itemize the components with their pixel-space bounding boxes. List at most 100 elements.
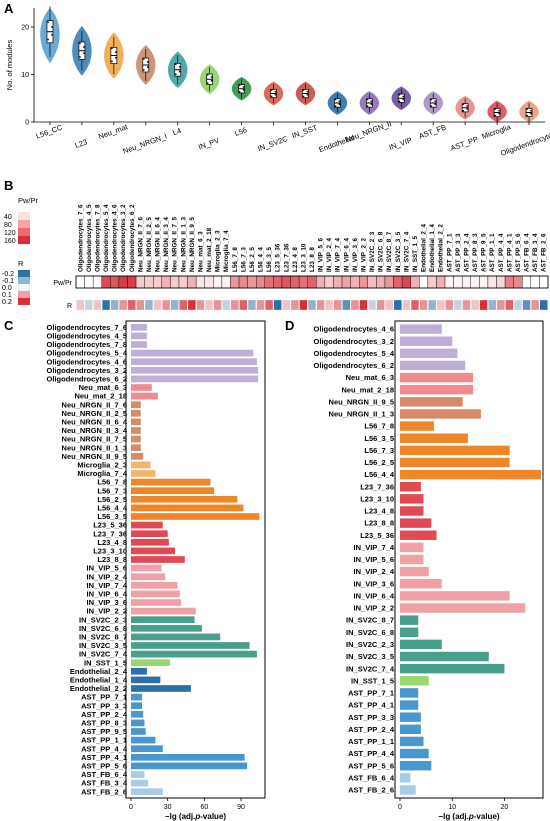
bar-label: IN_VIP_3_6 — [354, 579, 394, 588]
bar-label: AST_PP_7_1 — [348, 689, 394, 698]
bar — [400, 433, 468, 443]
legend-swatch — [18, 228, 30, 236]
bar-label: AST_FB_2_6 — [81, 787, 127, 796]
bar — [400, 773, 411, 783]
bar — [131, 685, 191, 692]
bar — [131, 530, 168, 538]
bar — [400, 554, 424, 565]
heatmap-cell — [359, 275, 368, 289]
data-point — [334, 98, 337, 101]
bar — [131, 702, 142, 710]
panel-a-letter: A — [4, 1, 14, 16]
bar-label: AST_FB_6_4 — [81, 770, 128, 779]
heatmap-cell — [213, 299, 222, 311]
bar-label: IN_VIP_2_4 — [87, 572, 128, 581]
bar — [131, 332, 147, 340]
bar-label: Oligodendrocytes_6_2 — [314, 361, 394, 370]
bar-label: Neu_NRGN_II_9_5 — [62, 452, 127, 461]
heatmap-cell — [195, 275, 205, 289]
y-tick-label: 0 — [25, 120, 29, 127]
heatmap-cell — [118, 275, 128, 289]
bar — [400, 712, 421, 722]
bar-label: IN_SV2C_7_4 — [346, 664, 395, 673]
x-tick-label: AST_PP — [449, 135, 479, 153]
bar-label: Neu_NRGN_II_7_6 — [62, 400, 127, 409]
heatmap-cell — [393, 275, 403, 289]
column-label: L56_3_5 — [266, 247, 273, 272]
bar-label: L23_7_36 — [360, 482, 394, 491]
bar-label: L23_7_36 — [93, 529, 127, 538]
bar — [131, 401, 141, 409]
bar-label: Neu_mat_2_18 — [341, 385, 394, 394]
data-point — [110, 47, 113, 50]
bar-label: L56_7_3 — [364, 446, 394, 455]
heatmap-cell — [384, 275, 394, 289]
x-tick-label: L23 — [74, 137, 89, 150]
heatmap-cell — [333, 275, 343, 289]
data-point — [114, 56, 117, 59]
x-axis-title: −lg (adj.p-value) — [438, 812, 499, 821]
column-label: Oligodendrocytes_4_6 — [112, 204, 119, 272]
column-label: IN_SV2C_3_5 — [395, 231, 402, 272]
heatmap-cell — [273, 275, 283, 289]
column-label: Neu_NRGN_II_3_4 — [163, 217, 170, 272]
data-point — [402, 95, 405, 98]
bar — [400, 579, 442, 589]
data-point — [526, 114, 528, 117]
data-point — [79, 42, 81, 45]
bar — [131, 728, 146, 735]
data-point — [434, 103, 437, 106]
heatmap-cell — [230, 299, 239, 311]
bar — [131, 547, 175, 555]
bar-label: IN_VIP_2_4 — [354, 567, 395, 576]
heatmap-cell — [247, 275, 257, 289]
column-label: Endothelial_2_2 — [438, 224, 445, 272]
heatmap-cell — [462, 299, 471, 311]
column-label: Neu_NRGN_II_9_5 — [189, 217, 196, 272]
column-label: Neu_NRGN_II_7_6 — [137, 217, 144, 272]
bar — [131, 745, 163, 753]
bar-label: AST_PP_4_1 — [81, 753, 127, 762]
data-point — [206, 73, 209, 76]
panel-b-letter: B — [4, 178, 13, 193]
bar-label: Neu_NRGN_II_6_4 — [62, 418, 128, 427]
heatmap-cell — [299, 299, 308, 311]
bar-label: L23_5_36 — [93, 521, 127, 530]
heatmap-cell — [368, 299, 377, 311]
data-point — [79, 56, 81, 58]
column-label: Microglia_2_3 — [215, 230, 222, 272]
bar — [131, 581, 178, 589]
bar — [400, 566, 429, 577]
heatmap-cell — [127, 299, 136, 311]
bar-label: Oligodendrocytes_6_2 — [47, 375, 127, 384]
column-label: AST_PP_7_1 — [446, 233, 453, 272]
column-label: IN_SV2C_2_3 — [369, 231, 376, 272]
column-label: Endothelial_2_4 — [421, 224, 428, 272]
column-label: Oligodendrocytes_3_2 — [120, 204, 127, 272]
data-point — [274, 90, 277, 93]
heatmap-cell — [230, 275, 240, 289]
heatmap-cell — [264, 275, 274, 289]
x-tick-label: L56 — [233, 125, 248, 138]
heatmap-cell — [367, 275, 377, 289]
x-tick-label: IN_VIP — [388, 135, 413, 152]
bar-label: Neu_NRGN_II_2_5 — [62, 409, 127, 418]
bar — [400, 518, 432, 528]
x-axis-title-part: −lg (adj. — [438, 812, 468, 821]
bar — [131, 418, 141, 426]
bar-label: Neu_NRGN_II_1_3 — [329, 410, 394, 419]
data-point — [498, 112, 500, 115]
data-point — [306, 93, 309, 96]
data-point — [270, 89, 273, 91]
bar-label: IN_SV2C_6_8 — [79, 624, 127, 633]
bar — [131, 779, 149, 787]
bar-label: AST_FB_2_6 — [348, 786, 394, 795]
legend2-swatch — [18, 298, 30, 305]
bar-label: Neu_mat_6_3 — [346, 373, 394, 382]
bar — [131, 556, 185, 563]
heatmap-cell — [505, 299, 514, 311]
bar-label: Endothelial_2_4 — [70, 667, 128, 676]
bar — [131, 753, 245, 761]
column-label: L56_7_3 — [240, 247, 247, 272]
data-point — [142, 69, 145, 71]
